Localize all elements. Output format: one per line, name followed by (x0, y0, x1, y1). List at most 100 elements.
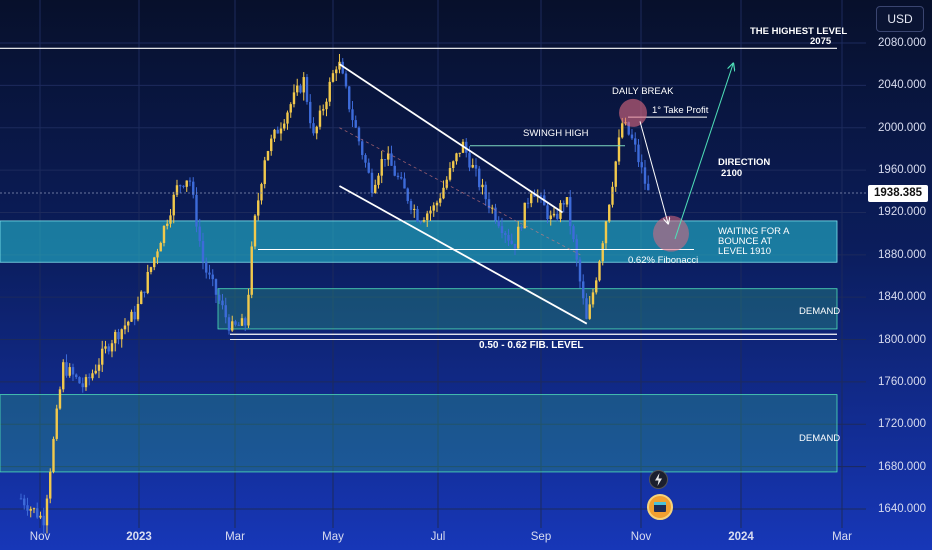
candle-body (218, 294, 221, 301)
candle-body (231, 321, 234, 331)
bounce-marker (653, 215, 689, 252)
candle-body (75, 374, 78, 378)
candle-body (68, 367, 71, 376)
candle-body (146, 271, 149, 293)
candle-body (370, 172, 374, 193)
candle-body (309, 101, 312, 124)
candle-body (130, 311, 133, 322)
currency-button[interactable]: USD (876, 6, 924, 32)
y-tick-label: 1920.000 (878, 206, 926, 219)
candle-body (136, 303, 140, 320)
candle-body (517, 226, 520, 249)
candle-body (55, 408, 58, 439)
lightning-event-icon[interactable] (649, 470, 668, 489)
candle-body (458, 152, 461, 154)
candle-body (104, 346, 107, 349)
candle-body (325, 101, 328, 110)
candle-body (101, 348, 104, 365)
price-chart[interactable] (0, 0, 866, 550)
y-tick-label: 2080.000 (878, 37, 926, 49)
candle-body (643, 167, 647, 184)
candle-body (409, 201, 413, 210)
candle-body (367, 162, 370, 173)
candle-body (45, 498, 49, 526)
candle-body (442, 187, 445, 199)
price-axis[interactable]: 2080.000 2040.000 2000.000 1960.000 1920.000… (866, 0, 932, 550)
demand-lower-label: DEMAND (799, 433, 841, 444)
candle-body (523, 202, 526, 229)
candle-body (572, 226, 575, 240)
candle-body (455, 153, 458, 162)
highest-level-label: THE HIGHEST LEVEL (750, 26, 848, 37)
candle-body (432, 205, 435, 211)
candle-body (452, 161, 455, 169)
candle-body (283, 123, 286, 129)
candle-body (637, 144, 640, 163)
candle-body (533, 193, 536, 197)
candle-body (211, 274, 214, 280)
candle-body (383, 159, 387, 161)
candle-body (344, 73, 348, 87)
direction-value: 2100 (721, 168, 743, 179)
candle-body (107, 346, 110, 352)
candle-body (539, 195, 543, 197)
candle-body (65, 362, 68, 376)
candle-body (172, 194, 175, 216)
daily-break-label: DAILY BREAK (612, 86, 674, 97)
x-tick-label: Sep (530, 531, 552, 543)
candle-body (78, 377, 81, 384)
candle-body (58, 389, 62, 409)
candle-body (263, 160, 266, 185)
key-zone (0, 220, 838, 263)
candle-body (91, 373, 94, 379)
y-tick-label: 2000.000 (878, 121, 926, 134)
candle-body (377, 175, 380, 185)
fib-level-label: 0.50 - 0.62 FIB. LEVEL (479, 340, 584, 351)
candle-body (351, 109, 354, 121)
candle-body (175, 185, 179, 195)
waiting-note-line1: WAITING FOR A (718, 226, 790, 237)
candle-body (153, 257, 156, 268)
candle-body (315, 126, 318, 134)
candle-body (19, 498, 23, 500)
candle-body (465, 141, 468, 153)
candle-body (237, 324, 240, 326)
y-tick-label: 1800.000 (878, 333, 926, 346)
candle-body (348, 86, 351, 110)
y-tick-label: 1840.000 (878, 291, 926, 304)
candle-body (435, 202, 439, 206)
candle-body (195, 194, 198, 227)
candle-body (247, 294, 250, 326)
x-tick-label: Jul (430, 531, 446, 543)
candle-body (192, 181, 195, 195)
candle-body (214, 279, 218, 295)
candle-body (114, 331, 117, 344)
candle-body (244, 318, 247, 326)
candle-body (546, 205, 549, 220)
calendar-event-icon[interactable] (647, 494, 673, 520)
candle-body (416, 208, 419, 222)
candle-body (292, 92, 296, 105)
candle-body (549, 215, 552, 220)
candle-body (299, 85, 302, 93)
candle-body (328, 81, 331, 102)
candle-body (32, 508, 36, 510)
candle-body (286, 112, 289, 124)
candle-body (591, 292, 595, 305)
candle-body (595, 280, 598, 293)
candle-body (94, 370, 97, 374)
candle-body (221, 300, 224, 306)
candle-body (110, 343, 114, 352)
candle-body (188, 180, 192, 182)
candle-body (166, 223, 169, 226)
candle-body (133, 311, 136, 320)
candle-body (322, 109, 325, 111)
candle-body (510, 240, 513, 244)
projection-arrow-down (639, 121, 668, 223)
candle-body (491, 207, 494, 209)
candle-body (81, 383, 84, 388)
candle-body (140, 291, 143, 304)
candle-body (403, 178, 406, 189)
x-tick-label: May (322, 531, 344, 543)
